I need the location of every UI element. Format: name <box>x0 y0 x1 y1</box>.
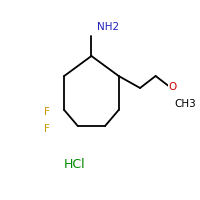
Text: O: O <box>168 82 177 92</box>
Text: F: F <box>44 124 50 134</box>
Text: F: F <box>44 107 50 117</box>
Text: NH2: NH2 <box>97 22 119 32</box>
Text: CH3: CH3 <box>174 99 196 109</box>
Text: HCl: HCl <box>64 158 86 171</box>
